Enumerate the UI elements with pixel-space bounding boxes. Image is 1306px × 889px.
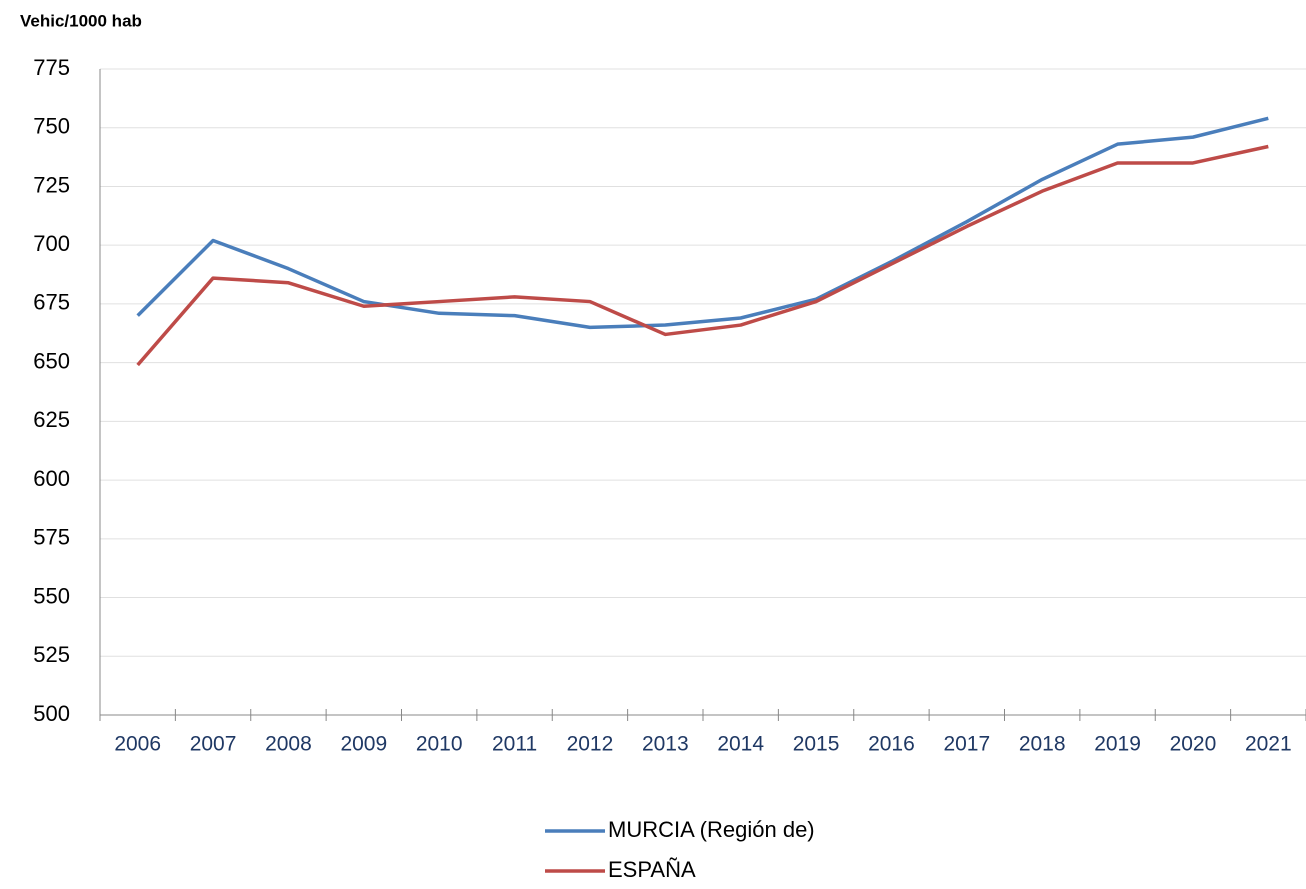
y-tick-label: 775 — [33, 55, 70, 80]
y-tick-label: 525 — [33, 642, 70, 667]
x-tick-label: 2017 — [943, 733, 990, 756]
y-tick-label: 550 — [33, 583, 70, 608]
y-tick-label: 725 — [33, 172, 70, 197]
y-tick-label: 675 — [33, 290, 70, 315]
x-tick-label: 2019 — [1094, 733, 1141, 756]
x-tick-label: 2011 — [492, 733, 537, 756]
y-axis-label: Vehic/1000 hab — [20, 11, 142, 30]
x-tick-label: 2009 — [340, 733, 387, 756]
x-tick-label: 2021 — [1245, 733, 1292, 756]
y-tick-label: 600 — [33, 466, 70, 491]
x-tick-label: 2008 — [265, 733, 312, 756]
legend-label: ESPAÑA — [608, 857, 696, 882]
x-tick-label: 2016 — [868, 733, 915, 756]
x-tick-label: 2012 — [567, 733, 614, 756]
line-series — [136, 116, 1269, 330]
y-tick-label: 575 — [33, 525, 70, 550]
x-tick-label: 2013 — [642, 733, 689, 756]
y-tick-label: 500 — [33, 701, 70, 726]
x-tick-label: 2007 — [190, 733, 237, 756]
x-tick-label: 2010 — [416, 733, 463, 756]
y-tick-label: 700 — [33, 231, 70, 256]
x-tick-label: 2018 — [1019, 733, 1066, 756]
y-tick-label: 625 — [33, 407, 70, 432]
x-tick-label: 2014 — [717, 733, 764, 756]
y-tick-label: 750 — [33, 114, 70, 139]
y-tick-label: 650 — [33, 348, 70, 373]
line-series — [136, 144, 1269, 367]
legend-label: MURCIA (Región de) — [608, 817, 815, 842]
x-tick-label: 2006 — [114, 733, 161, 756]
x-tick-label: 2015 — [793, 733, 840, 756]
x-tick-label: 2020 — [1170, 733, 1217, 756]
